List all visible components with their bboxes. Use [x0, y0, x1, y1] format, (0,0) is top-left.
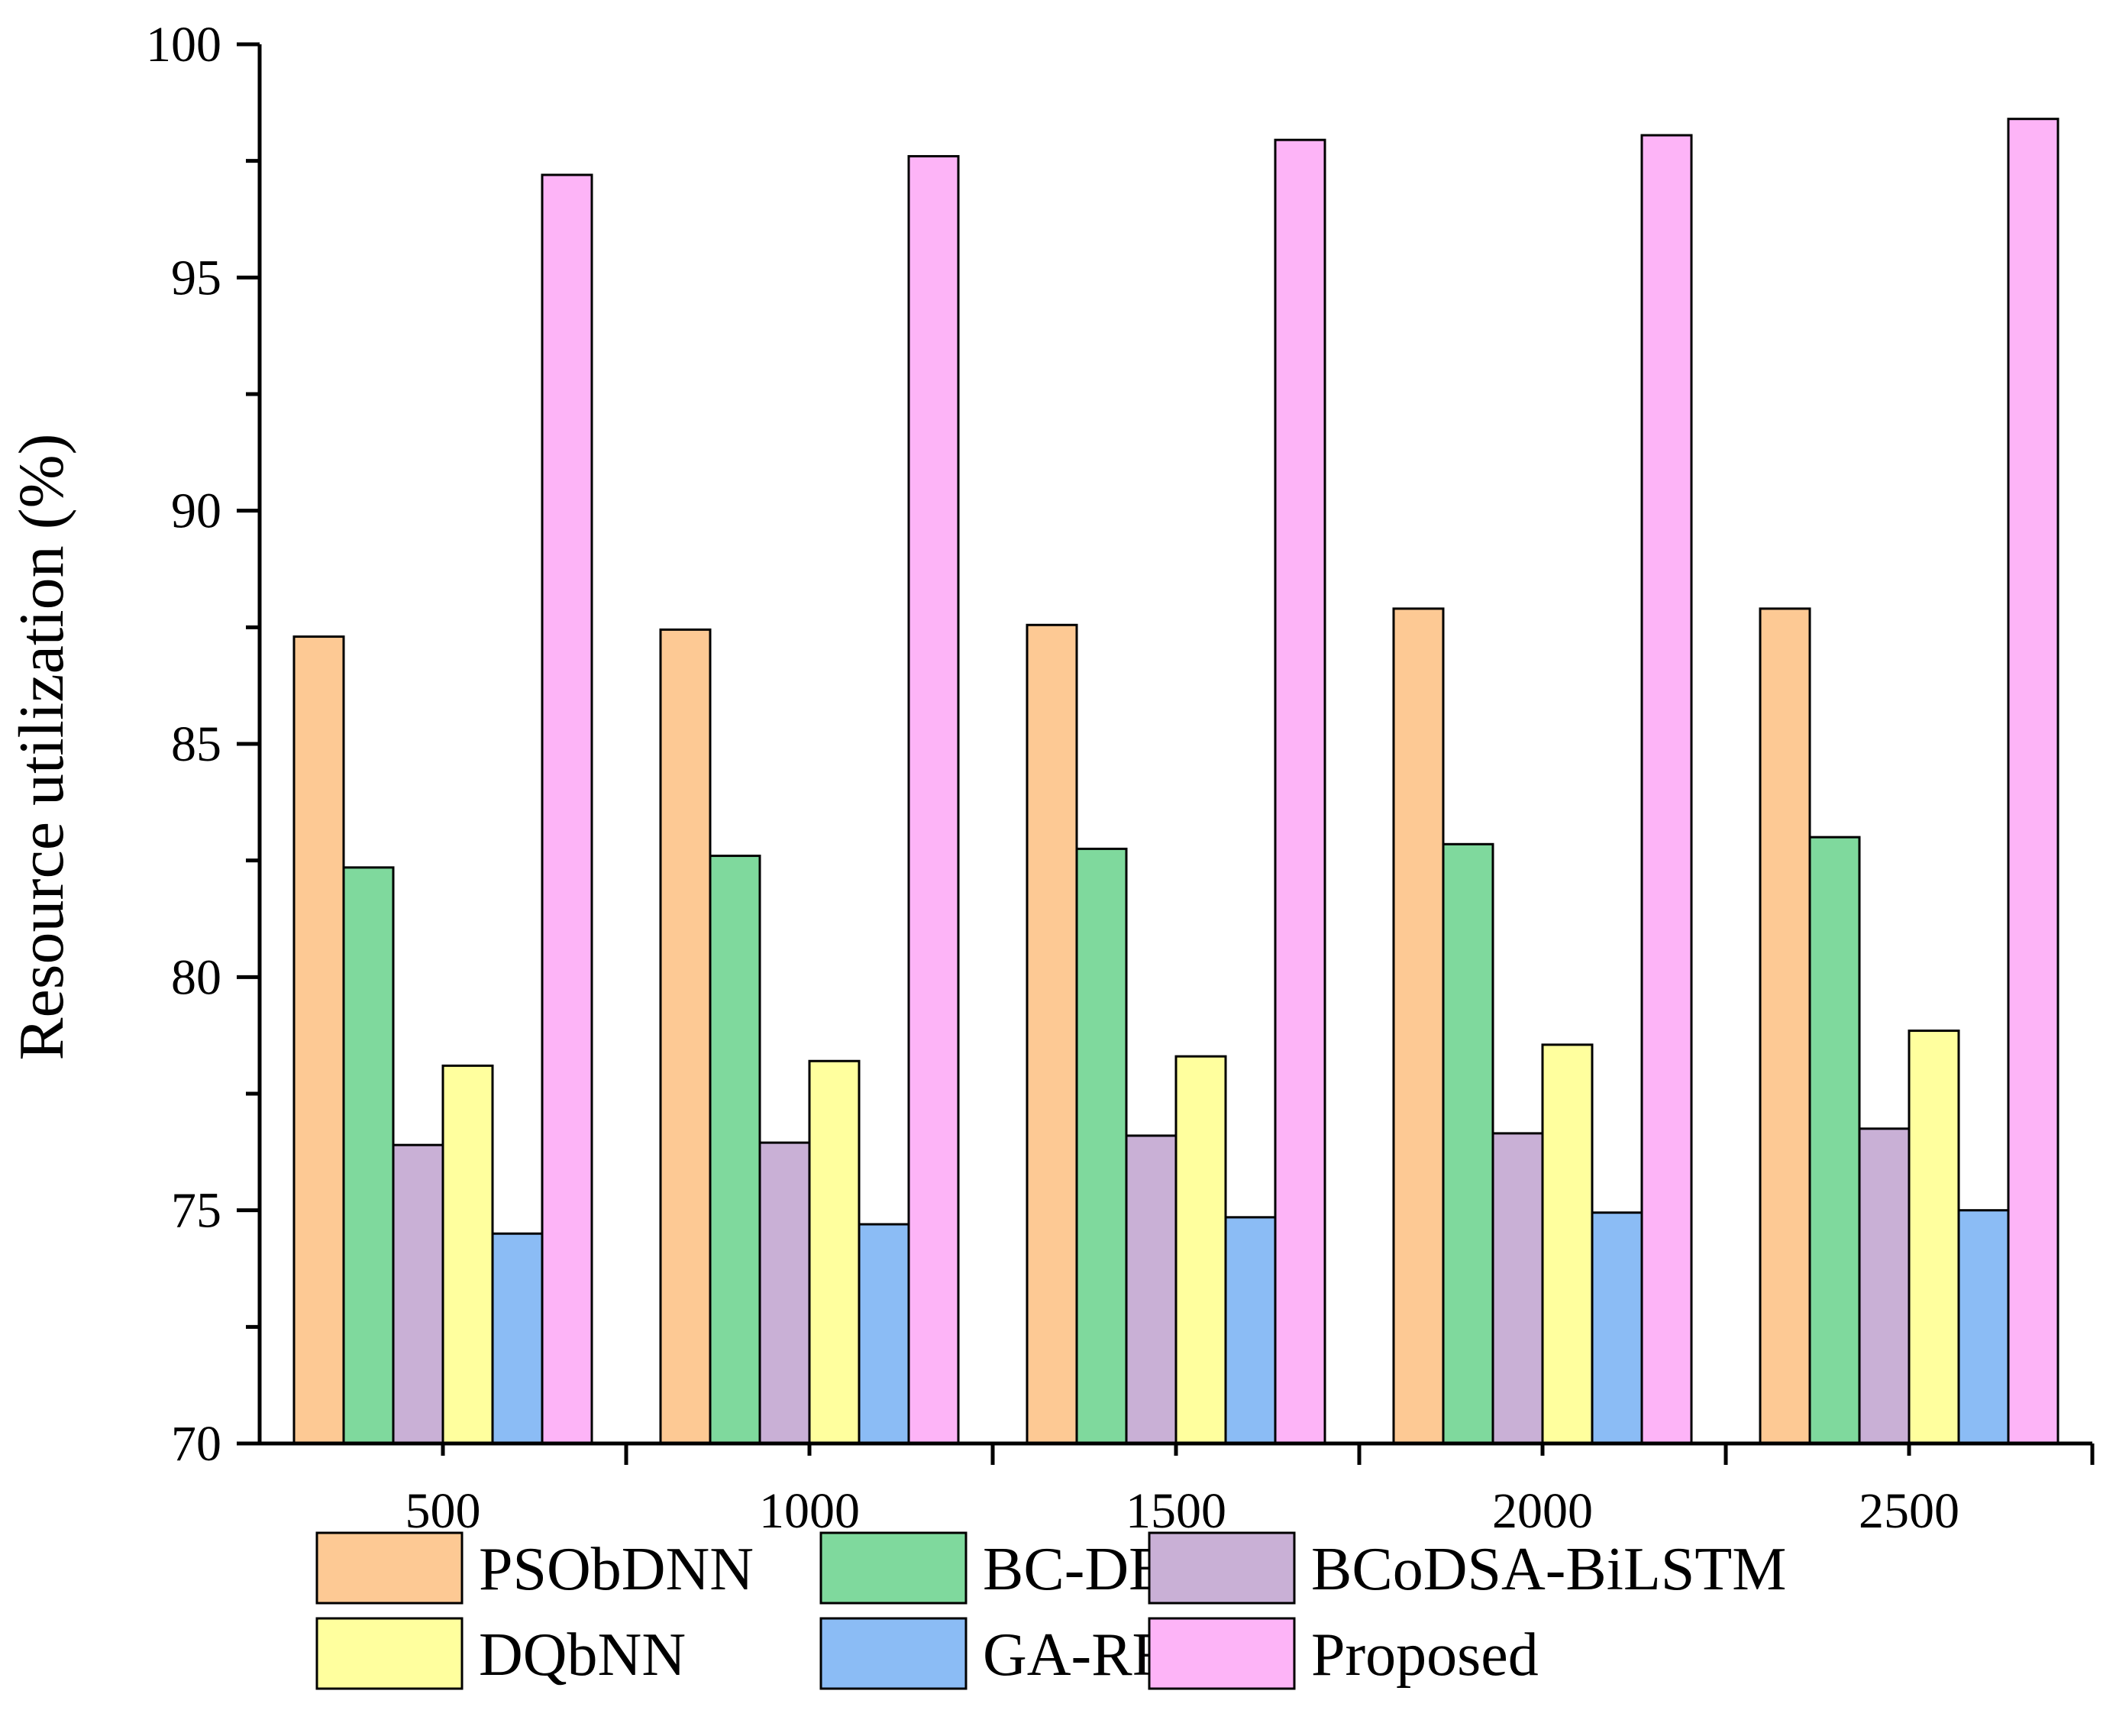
- y-tick-label: 95: [171, 250, 221, 305]
- bar-proposed-1000: [907, 155, 960, 1445]
- bar-psobdnn-1000: [659, 628, 712, 1445]
- bar-proposed-2000: [1640, 134, 1693, 1445]
- bar-ga-rf-2500: [1957, 1209, 2010, 1445]
- bar-ga-rf-2000: [1591, 1211, 1643, 1445]
- legend-label-proposed: Proposed: [1311, 1621, 1539, 1689]
- legend-label-ga-rf: GA-RF: [983, 1621, 1166, 1689]
- legend-swatch-dqbnn: [315, 1617, 464, 1690]
- bar-dqbnn-1000: [808, 1059, 861, 1445]
- bar-bc-dbn-2500: [1808, 836, 1861, 1445]
- x-tick-label: 1000: [759, 1483, 860, 1539]
- bar-ga-rf-1000: [858, 1223, 910, 1445]
- y-tick-label: 85: [171, 716, 221, 772]
- bar-bcodsa-bilstm-2500: [1858, 1127, 1911, 1445]
- legend-label-dqbnn: DQbNN: [479, 1621, 686, 1689]
- bar-dqbnn-500: [441, 1064, 494, 1445]
- y-tick-label: 80: [171, 949, 221, 1005]
- legend-swatch-ga-rf: [819, 1617, 968, 1690]
- bar-ga-rf-500: [491, 1232, 544, 1445]
- x-tick-label: 500: [405, 1483, 481, 1539]
- bar-bcodsa-bilstm-1500: [1125, 1134, 1178, 1445]
- bar-bcodsa-bilstm-2000: [1491, 1132, 1544, 1445]
- legend-swatch-psobdnn: [315, 1531, 464, 1605]
- y-axis-label: Resource utilization (%): [6, 433, 77, 1060]
- legend-swatch-proposed: [1148, 1617, 1296, 1690]
- y-tick-label: 100: [146, 17, 221, 73]
- legend-label-bcodsa-bilstm: BCoDSA-BiLSTM: [1311, 1536, 1786, 1603]
- bar-ga-rf-1500: [1224, 1216, 1277, 1445]
- x-tick-label: 2000: [1492, 1483, 1593, 1539]
- bar-bc-dbn-500: [342, 866, 395, 1445]
- legend-swatch-bc-dbn: [819, 1531, 968, 1605]
- bar-proposed-500: [541, 173, 593, 1445]
- bar-dqbnn-2500: [1908, 1030, 1960, 1445]
- bar-dqbnn-2000: [1541, 1043, 1594, 1445]
- y-tick-label: 75: [171, 1183, 221, 1239]
- bar-proposed-2500: [2007, 118, 2059, 1445]
- bar-bcodsa-bilstm-500: [392, 1143, 444, 1445]
- legend-swatch-bcodsa-bilstm: [1148, 1531, 1296, 1605]
- bar-psobdnn-2000: [1392, 607, 1445, 1445]
- bar-dqbnn-1500: [1174, 1055, 1227, 1445]
- x-tick-label: 1500: [1126, 1483, 1226, 1539]
- y-tick-label: 90: [171, 483, 221, 539]
- bar-psobdnn-500: [292, 635, 345, 1445]
- bar-bcodsa-bilstm-1000: [758, 1141, 811, 1445]
- x-tick-label: 2500: [1859, 1483, 1959, 1539]
- bar-bc-dbn-2000: [1442, 842, 1494, 1445]
- bars-layer: [292, 118, 2059, 1445]
- bar-psobdnn-2500: [1759, 607, 1811, 1445]
- bar-proposed-1500: [1274, 138, 1326, 1445]
- ticks-layer: 70 75 80 85 90 95 100 500 1000 1500 2000 2500: [146, 17, 2095, 1539]
- bar-bc-dbn-1500: [1075, 847, 1128, 1445]
- bar-bc-dbn-1000: [709, 855, 761, 1445]
- legend-label-psobdnn: PSObDNN: [479, 1536, 754, 1603]
- bar-psobdnn-1500: [1026, 623, 1078, 1445]
- y-tick-label: 70: [171, 1416, 221, 1472]
